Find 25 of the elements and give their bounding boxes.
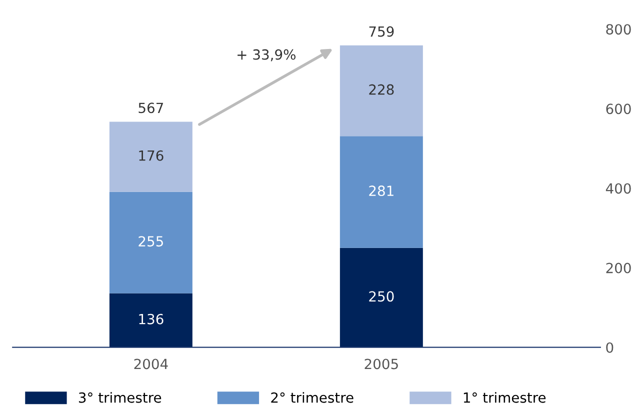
bar — [340, 45, 423, 136]
x-tick-label: 2005 — [364, 358, 398, 370]
legend-label: 3° trimestre — [78, 392, 162, 403]
data-label: 136 — [139, 314, 164, 324]
bar — [109, 122, 192, 192]
bar — [109, 293, 192, 348]
y-tick-label: 0 — [606, 342, 614, 353]
bar — [109, 192, 192, 294]
y-tick-label: 200 — [606, 262, 631, 274]
data-label: 250 — [369, 291, 394, 302]
y-tick-label: 400 — [606, 183, 631, 194]
bar — [340, 136, 423, 248]
data-label: 228 — [369, 84, 394, 95]
bar — [340, 248, 423, 348]
total-label: 759 — [369, 26, 394, 37]
legend-label: 2° trimestre — [271, 392, 354, 403]
y-tick-label: 600 — [606, 104, 631, 114]
x-tick-label: 2004 — [134, 358, 168, 370]
total-label: 567 — [138, 102, 164, 114]
data-label: 176 — [139, 150, 164, 161]
legend-label: 1° trimestre — [464, 392, 546, 403]
annotation: + 33,9% — [238, 49, 296, 62]
data-label: 255 — [138, 236, 163, 247]
data-label: 281 — [369, 186, 394, 196]
y-tick-label: 800 — [606, 24, 631, 35]
